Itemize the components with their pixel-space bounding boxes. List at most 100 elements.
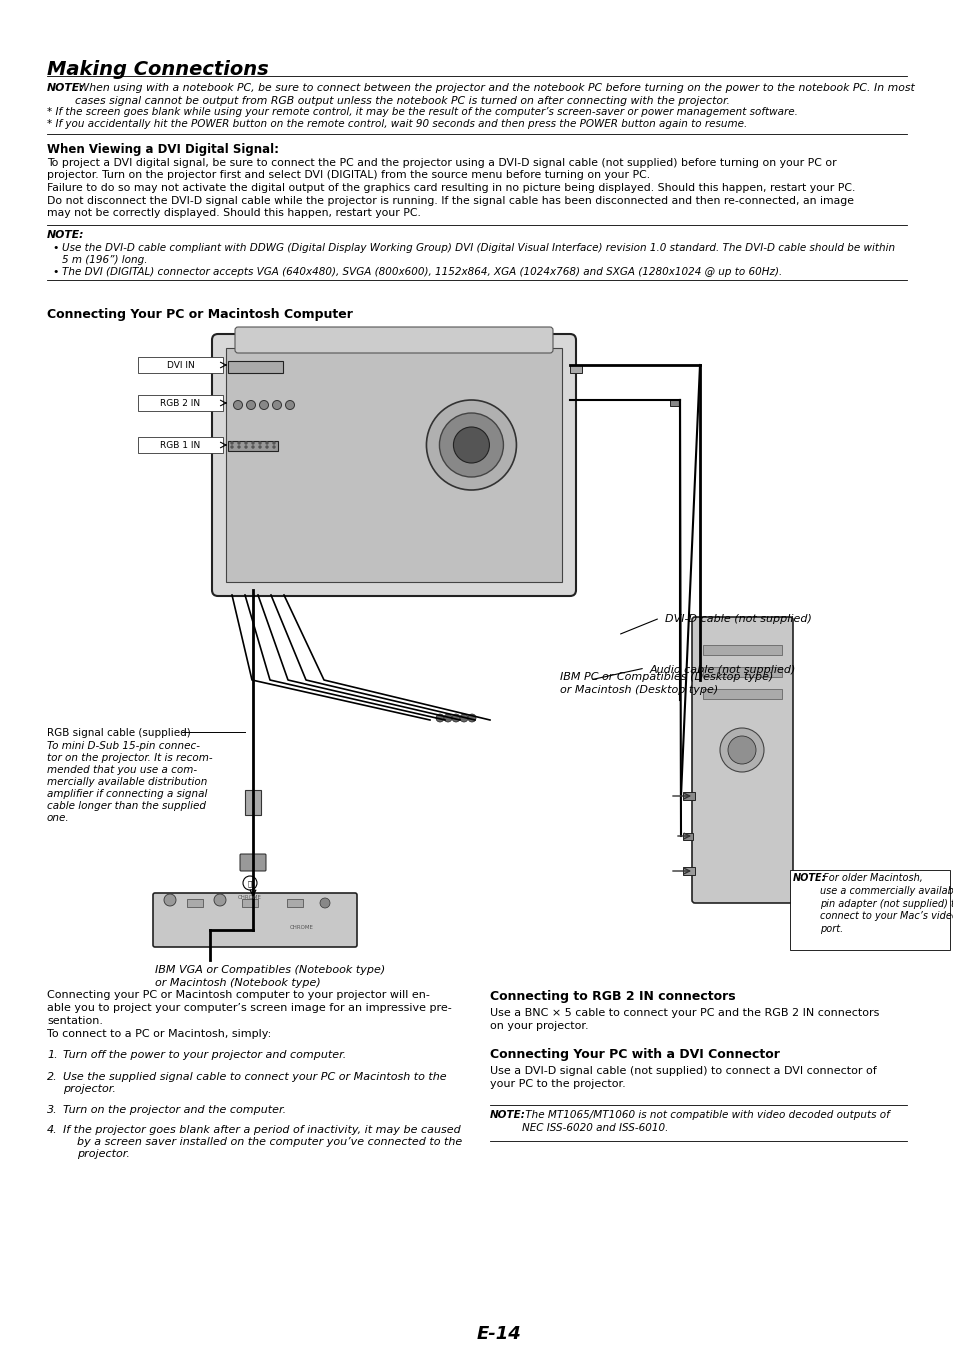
Text: Connecting to RGB 2 IN connectors: Connecting to RGB 2 IN connectors xyxy=(490,989,735,1003)
Text: Use a DVI-D signal cable (not supplied) to connect a DVI connector of: Use a DVI-D signal cable (not supplied) … xyxy=(490,1066,876,1076)
Text: 5 m (196”) long.: 5 m (196”) long. xyxy=(62,255,148,266)
Bar xyxy=(669,399,679,406)
Text: * If you accidentally hit the POWER button on the remote control, wait 90 second: * If you accidentally hit the POWER butt… xyxy=(47,119,746,129)
Text: IBM PC or Compatibles (Desktop type)
or Macintosh (Desktop type): IBM PC or Compatibles (Desktop type) or … xyxy=(559,673,773,696)
Text: Use the supplied signal cable to connect your PC or Macintosh to the: Use the supplied signal cable to connect… xyxy=(63,1072,446,1082)
Bar xyxy=(138,395,223,411)
Text: NOTE:: NOTE: xyxy=(47,84,85,93)
Text: amplifier if connecting a signal: amplifier if connecting a signal xyxy=(47,789,207,799)
Text: To mini D-Sub 15-pin connec-: To mini D-Sub 15-pin connec- xyxy=(47,741,200,751)
Circle shape xyxy=(436,714,443,723)
Circle shape xyxy=(266,442,268,443)
Text: 4.: 4. xyxy=(47,1126,57,1135)
Bar xyxy=(242,899,257,907)
Text: Connecting Your PC with a DVI Connector: Connecting Your PC with a DVI Connector xyxy=(490,1047,779,1061)
Text: projector. Turn on the projector first and select DVI (DIGITAL) from the source : projector. Turn on the projector first a… xyxy=(47,170,649,181)
Text: by a screen saver installed on the computer you’ve connected to the: by a screen saver installed on the compu… xyxy=(77,1136,462,1147)
Circle shape xyxy=(319,898,330,909)
Bar xyxy=(702,689,781,700)
Text: E-14: E-14 xyxy=(476,1325,521,1343)
Bar xyxy=(789,869,949,950)
Circle shape xyxy=(245,442,247,443)
Text: Connecting your PC or Macintosh computer to your projector will en-: Connecting your PC or Macintosh computer… xyxy=(47,989,430,1000)
Text: NOTE:: NOTE: xyxy=(47,231,85,240)
Text: Failure to do so may not activate the digital output of the graphics card result: Failure to do so may not activate the di… xyxy=(47,183,855,193)
Circle shape xyxy=(273,442,274,443)
Bar xyxy=(245,790,261,816)
Circle shape xyxy=(259,400,268,410)
Circle shape xyxy=(452,714,459,723)
FancyBboxPatch shape xyxy=(240,855,266,871)
Text: ⏻: ⏻ xyxy=(248,880,252,887)
Text: DVI-D cable (not supplied): DVI-D cable (not supplied) xyxy=(664,613,811,624)
FancyBboxPatch shape xyxy=(234,328,553,353)
Circle shape xyxy=(231,442,233,443)
Circle shape xyxy=(443,714,452,723)
Text: NOTE:: NOTE: xyxy=(792,874,825,883)
Bar xyxy=(187,899,203,907)
Circle shape xyxy=(252,446,253,448)
Text: When Viewing a DVI Digital Signal:: When Viewing a DVI Digital Signal: xyxy=(47,143,278,156)
Text: To project a DVI digital signal, be sure to connect the PC and the projector usi: To project a DVI digital signal, be sure… xyxy=(47,158,836,168)
Text: The MT1065/MT1060 is not compatible with video decoded outputs of
NEC ISS-6020 a: The MT1065/MT1060 is not compatible with… xyxy=(521,1109,889,1132)
Text: 1.: 1. xyxy=(47,1050,57,1060)
Text: The DVI (DIGITAL) connector accepts VGA (640x480), SVGA (800x600), 1152x864, XGA: The DVI (DIGITAL) connector accepts VGA … xyxy=(62,267,781,276)
FancyBboxPatch shape xyxy=(212,334,576,596)
Text: Audio cable (not supplied): Audio cable (not supplied) xyxy=(649,665,796,675)
Text: CHROME: CHROME xyxy=(238,895,262,900)
Circle shape xyxy=(727,736,755,764)
Text: able you to project your computer’s screen image for an impressive pre-: able you to project your computer’s scre… xyxy=(47,1003,452,1012)
Text: Turn on the projector and the computer.: Turn on the projector and the computer. xyxy=(63,1105,286,1115)
Text: 3.: 3. xyxy=(47,1105,57,1115)
Circle shape xyxy=(258,442,261,443)
Text: If the projector goes blank after a period of inactivity, it may be caused: If the projector goes blank after a peri… xyxy=(63,1126,460,1135)
Circle shape xyxy=(245,446,247,448)
Circle shape xyxy=(285,400,294,410)
Circle shape xyxy=(273,400,281,410)
Text: RGB 1 IN: RGB 1 IN xyxy=(160,441,200,449)
Text: DVI IN: DVI IN xyxy=(167,360,194,369)
Text: When using with a notebook PC, be sure to connect between the projector and the : When using with a notebook PC, be sure t… xyxy=(75,84,914,105)
Text: projector.: projector. xyxy=(63,1084,115,1095)
Text: 2.: 2. xyxy=(47,1072,57,1082)
Circle shape xyxy=(273,446,274,448)
Circle shape xyxy=(252,442,253,443)
Bar xyxy=(702,644,781,655)
Circle shape xyxy=(237,442,240,443)
Text: NOTE:: NOTE: xyxy=(490,1109,525,1120)
Text: CHROME: CHROME xyxy=(290,925,314,930)
Circle shape xyxy=(231,446,233,448)
Text: IBM VGA or Compatibles (Notebook type)
or Macintosh (Notebook type): IBM VGA or Compatibles (Notebook type) o… xyxy=(154,965,385,988)
Text: tor on the projector. It is recom-: tor on the projector. It is recom- xyxy=(47,754,213,763)
Text: on your projector.: on your projector. xyxy=(490,1020,588,1031)
Text: may not be correctly displayed. Should this happen, restart your PC.: may not be correctly displayed. Should t… xyxy=(47,208,420,218)
Circle shape xyxy=(258,446,261,448)
Circle shape xyxy=(439,412,503,477)
Text: Turn off the power to your projector and computer.: Turn off the power to your projector and… xyxy=(63,1050,346,1060)
Text: mercially available distribution: mercially available distribution xyxy=(47,776,207,787)
Bar xyxy=(287,899,303,907)
Circle shape xyxy=(426,400,516,491)
Text: cable longer than the supplied: cable longer than the supplied xyxy=(47,801,206,811)
FancyBboxPatch shape xyxy=(152,892,356,948)
Circle shape xyxy=(213,894,226,906)
Circle shape xyxy=(237,446,240,448)
Text: one.: one. xyxy=(47,813,70,824)
Circle shape xyxy=(243,876,256,890)
Bar xyxy=(569,365,581,373)
Text: Use the DVI-D cable compliant with DDWG (Digital Display Working Group) DVI (Dig: Use the DVI-D cable compliant with DDWG … xyxy=(62,243,894,253)
Text: * If the screen goes blank while using your remote control, it may be the result: * If the screen goes blank while using y… xyxy=(47,106,797,117)
Text: Connecting Your PC or Macintosh Computer: Connecting Your PC or Macintosh Computer xyxy=(47,307,353,321)
Text: •: • xyxy=(52,267,58,276)
Text: For older Macintosh,
use a commercially available
pin adapter (not supplied) to
: For older Macintosh, use a commercially … xyxy=(820,874,953,934)
Bar xyxy=(682,793,695,799)
Text: Making Connections: Making Connections xyxy=(47,61,269,80)
Circle shape xyxy=(720,728,763,772)
Bar xyxy=(702,667,781,677)
Text: To connect to a PC or Macintosh, simply:: To connect to a PC or Macintosh, simply: xyxy=(47,1029,271,1039)
Circle shape xyxy=(233,400,242,410)
Circle shape xyxy=(164,894,175,906)
FancyBboxPatch shape xyxy=(691,617,792,903)
Circle shape xyxy=(453,427,489,462)
Text: •: • xyxy=(52,243,58,253)
